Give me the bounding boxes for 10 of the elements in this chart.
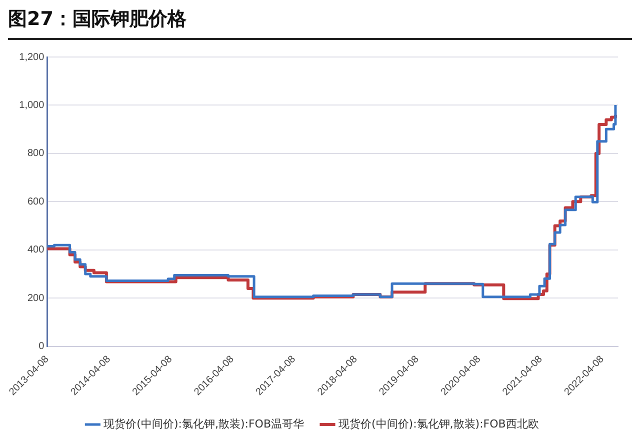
y-tick-label: 400	[27, 244, 45, 256]
chart-title: 图27：国际钾肥价格	[8, 6, 632, 40]
y-tick-label: 0	[38, 341, 45, 352]
legend-label: 现货价(中间价):氯化钾,散装):FOB温哥华	[104, 417, 304, 430]
y-tick-label: 600	[27, 196, 45, 208]
y-tick-label: 200	[27, 292, 45, 304]
y-tick-label: 800	[27, 148, 45, 160]
y-tick-label: 1,200	[19, 52, 45, 63]
legend-label: 现货价(中间价):氯化钾,散装):FOB西北欧	[338, 417, 539, 430]
y-tick-label: 1,000	[19, 100, 45, 111]
